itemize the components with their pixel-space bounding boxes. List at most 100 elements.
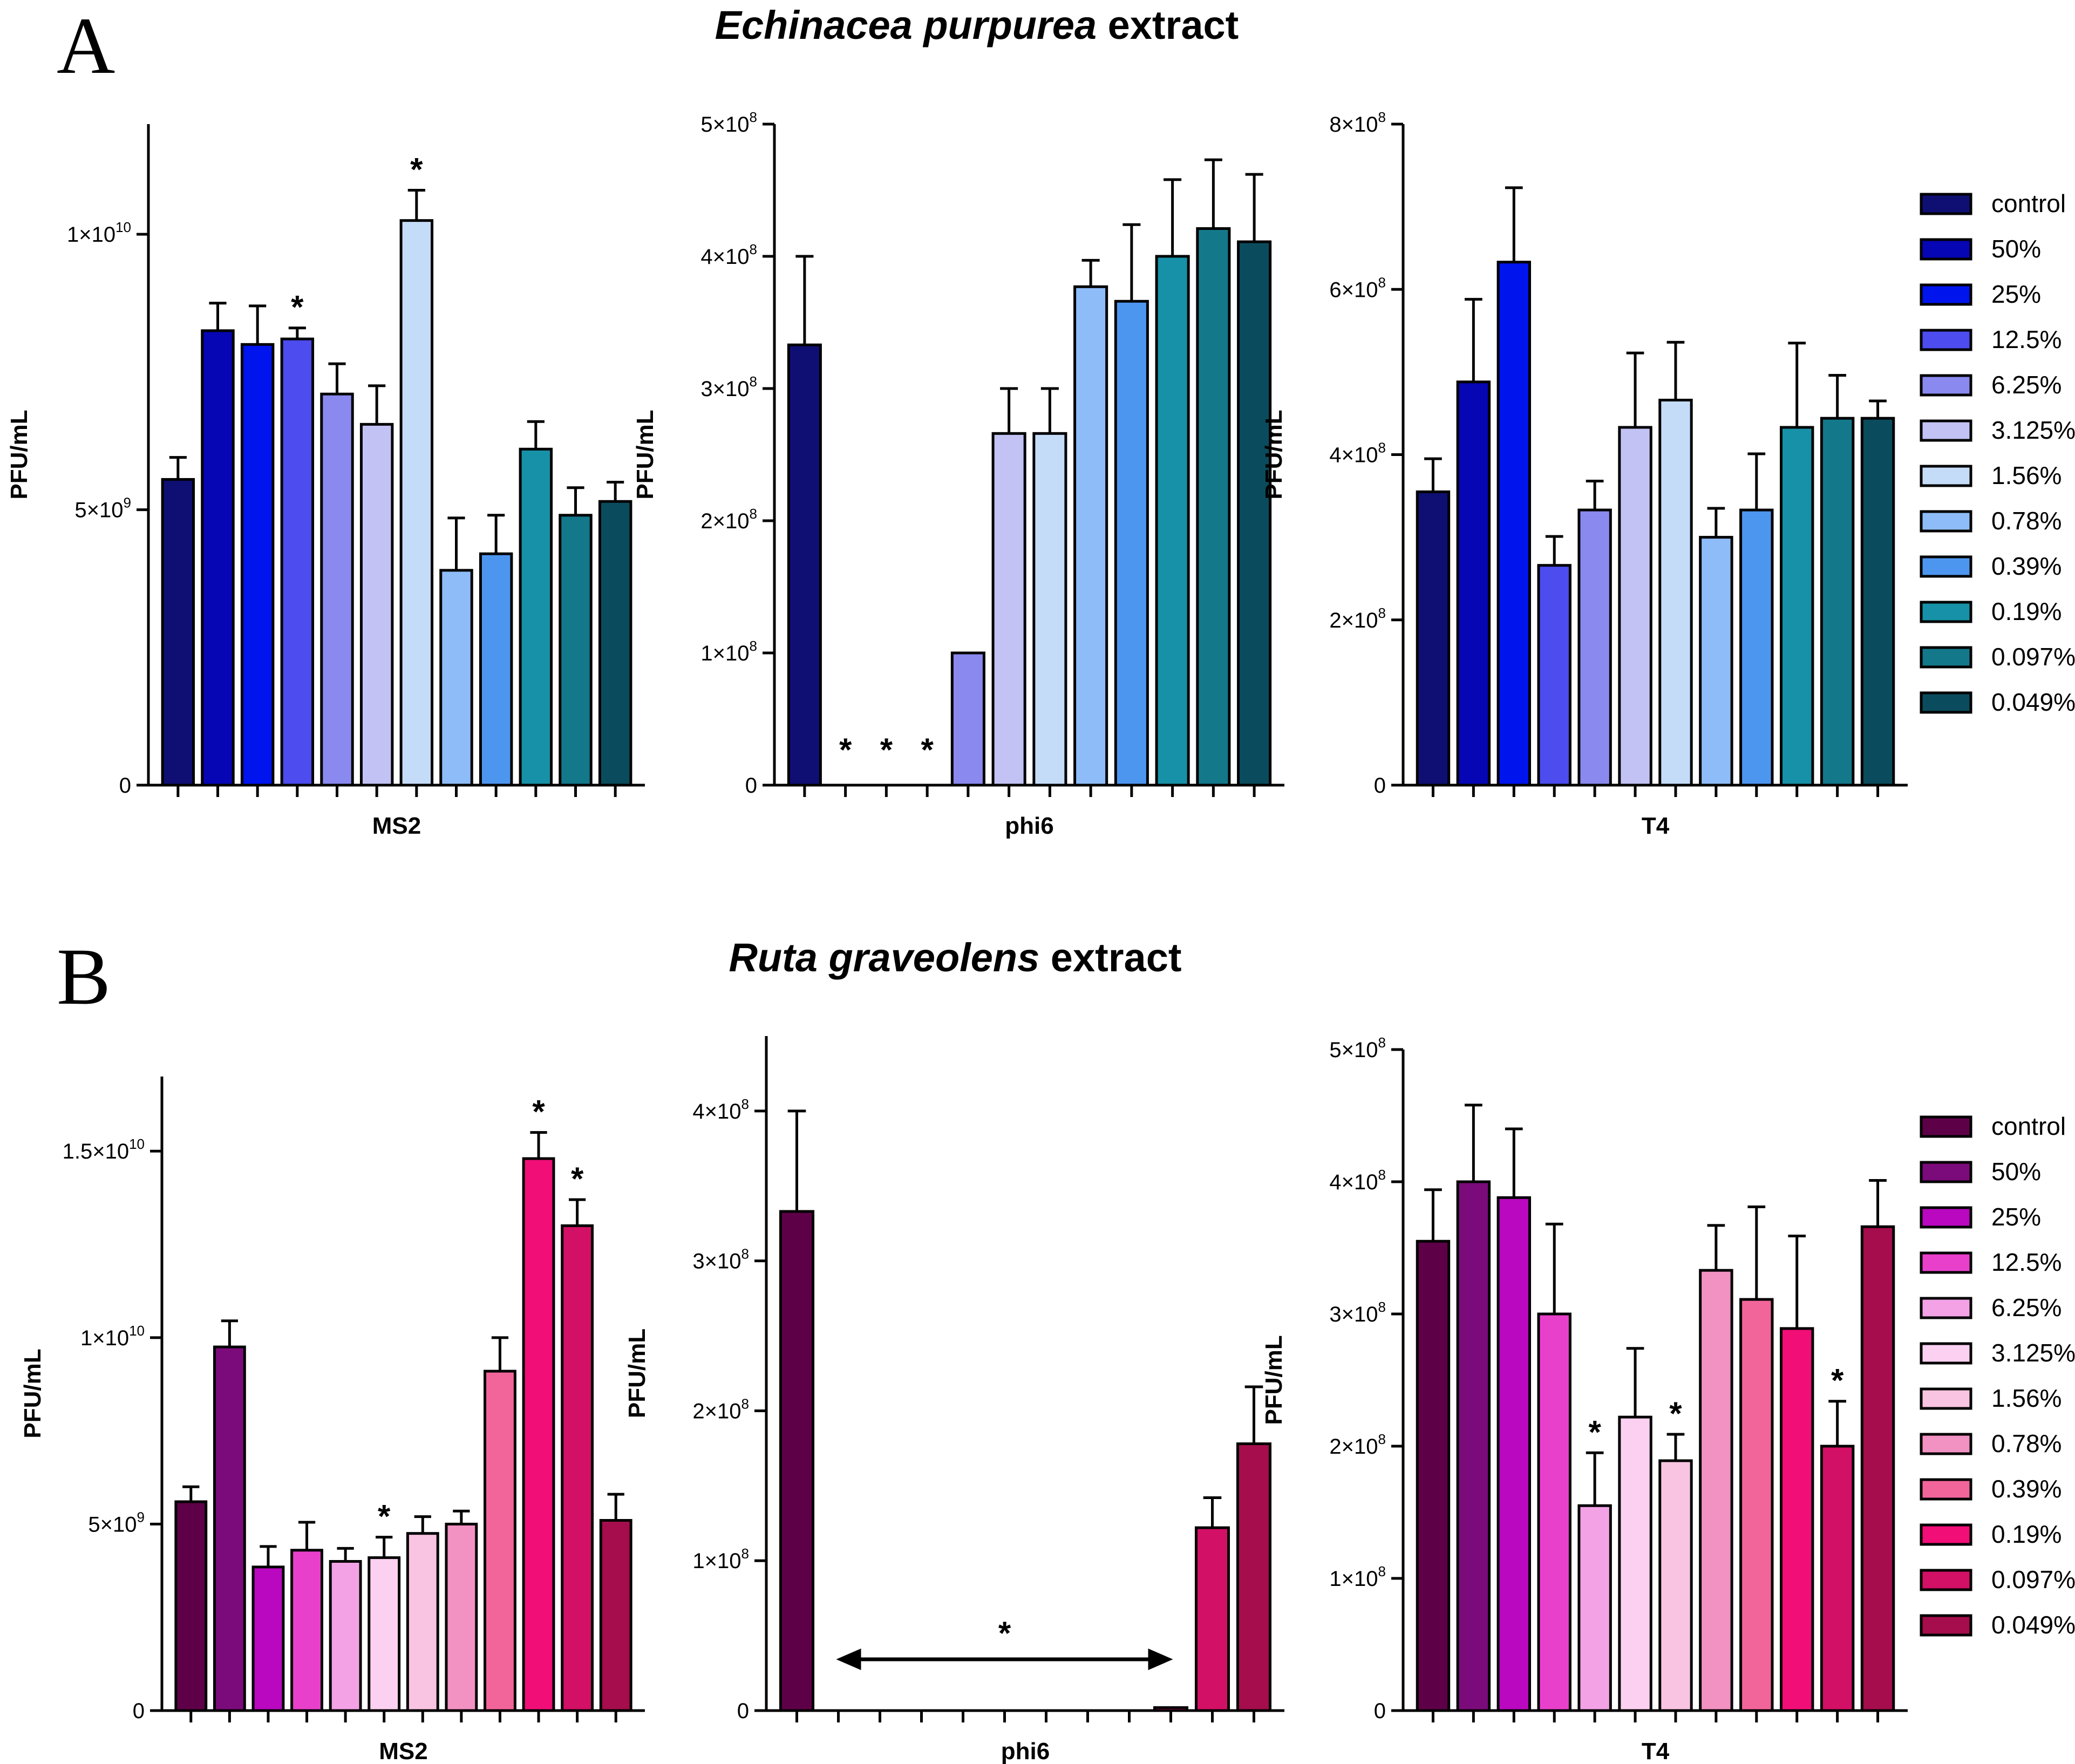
legend-swatch [1920,419,1972,442]
bar-25% [240,343,275,787]
arrow-head-right [1148,1649,1173,1670]
legend-label: 0.39% [1991,1475,2062,1503]
legend-swatch [1920,238,1972,261]
x-axis-label: MS2 [379,1738,427,1764]
panel-title-a: Echinacea purpurea extract [715,3,1239,47]
legend-label: control [1991,189,2066,217]
y-tick-label: 4×108 [1329,440,1386,467]
legend-swatch [1920,329,1972,351]
bar-12.5% [1537,1312,1571,1712]
y-tick-label: 2×108 [700,506,757,533]
bar-0.19% [522,1157,555,1712]
legend-swatch [1920,1342,1972,1365]
significance-star: * [571,1161,584,1197]
legend-label: 1.56% [1991,1384,2062,1412]
bar-25% [251,1565,285,1712]
significance-star: * [1588,1414,1601,1450]
legend-label: 25% [1991,280,2041,308]
legend-swatch [1920,1115,1972,1138]
y-tick-label: 3×108 [692,1246,749,1273]
y-axis-label: PFU/mL [19,1348,46,1438]
y-tick-label: 0 [745,774,757,798]
legend-swatch [1920,193,1972,215]
legend-label: 50% [1991,1157,2041,1186]
x-axis-label: phi6 [1001,1738,1050,1764]
legend-swatch [1920,1387,1972,1410]
bar-0.78% [1699,536,1733,787]
y-tick-label: 5×108 [700,109,757,137]
bar-0.049% [1860,417,1895,787]
bar-3.125% [1618,426,1652,787]
bar-0.19% [1155,255,1190,787]
legend-swatch [1920,601,1972,623]
y-tick-label: 1×108 [1329,1563,1386,1591]
bar-50% [201,329,235,787]
bar-0.19% [1153,1706,1189,1712]
bar-3.125% [991,432,1026,787]
bar-12.5% [280,337,315,787]
significance-star: * [378,1499,391,1535]
legend-label: 0.78% [1991,507,2062,535]
y-tick-label: 3×108 [700,373,757,401]
y-tick-label: 1×1010 [80,1323,145,1350]
chart-a-ms2: 0 5×109 1×1010 PFU/mL MS2 * * [6,124,645,839]
legend-label: 0.049% [1991,688,2075,716]
legend-label: 1.56% [1991,461,2062,489]
bar-0.19% [519,447,553,787]
significance-star: * [1831,1363,1844,1399]
panel-letter-a: A [57,1,115,91]
chart-b-ms2: 0 5×109 1×1010 1.5×1010 PFU/mL MS2 * * * [19,1077,645,1764]
bar-control [787,343,822,787]
legend-swatch [1920,1206,1972,1229]
legend-a: control 50% 25% 12.5% 6.25% 3.125% 1.56% 0.78% 0… [1920,189,2075,716]
panel-letter-b: B [57,932,111,1021]
bar-0.097% [561,1224,594,1712]
y-tick-label: 5×108 [1329,1034,1386,1062]
bar-12.5% [1537,564,1571,787]
legend-swatch [1920,283,1972,306]
significance-star: * [410,152,423,188]
chart-b-phi6: 0 1×108 2×108 3×108 4×108 PFU/mL phi6 * [624,1036,1284,1764]
bar-0.78% [445,1522,478,1712]
bar-6.25% [329,1560,362,1712]
y-tick-label: 0 [737,1699,749,1723]
legend-label: control [1991,1112,2066,1140]
legend-swatch [1920,691,1972,714]
bar-0.049% [598,500,632,787]
legend-swatch [1920,646,1972,669]
significance-star: * [839,732,852,768]
chart-a-t4: 0 2×108 4×108 6×108 8×108 PFU/mL T4 [1261,109,1908,839]
bar-0.097% [559,514,593,787]
y-axis-label: PFU/mL [6,410,32,499]
chart-b-t4: 0 1×108 2×108 3×108 4×108 5×108 PFU/mL T4 * * * [1261,1034,1908,1764]
legend-label: 0.19% [1991,1520,2062,1548]
legends-group: control 50% 25% 12.5% 6.25% 3.125% 1.56% 0.78% 0… [1920,189,2075,1639]
legend-swatch [1920,1161,1972,1183]
legend-swatch [1920,1478,1972,1501]
y-tick-label: 4×108 [692,1096,749,1123]
legend-swatch [1920,555,1972,578]
bar-3.125% [368,1556,401,1712]
legend-label: 0.19% [1991,597,2062,625]
y-tick-label: 1×108 [692,1545,749,1573]
bar-control [161,478,195,787]
y-tick-label: 1×108 [700,638,757,665]
bar-6.25% [320,392,354,787]
bar-1.56% [406,1532,439,1712]
significance-star: * [880,732,893,768]
y-tick-label: 8×108 [1329,109,1386,137]
bar-0.097% [1196,227,1231,787]
significance-star: * [921,732,934,768]
y-axis-label: PFU/mL [624,1329,650,1418]
bar-0.39% [484,1370,516,1712]
x-axis-label: T4 [1642,1738,1670,1764]
bar-50% [1456,380,1491,787]
legend-swatch [1920,510,1972,533]
y-tick-label: 1×1010 [67,219,131,247]
bar-1.56% [399,219,434,787]
title-species-a: Echinacea purpurea [715,3,1097,47]
y-tick-label: 0 [1374,1699,1386,1723]
y-tick-label: 2×108 [1329,1431,1386,1459]
bar-control [174,1500,208,1712]
